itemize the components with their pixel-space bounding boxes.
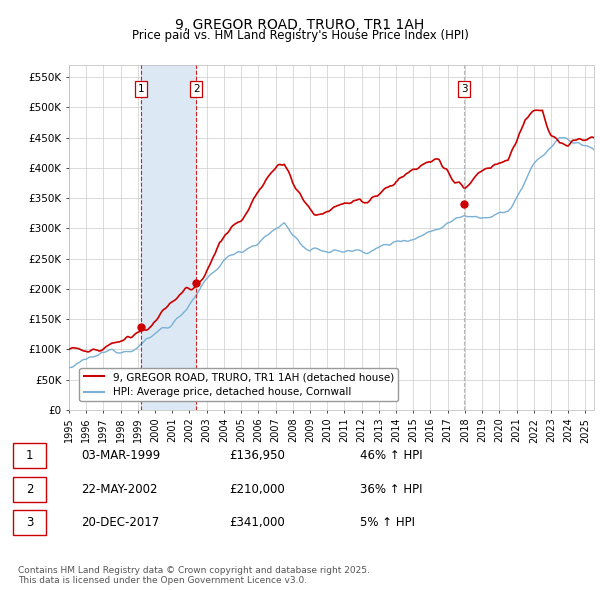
Text: 20-DEC-2017: 20-DEC-2017 [81, 516, 159, 529]
Text: 1: 1 [26, 449, 34, 462]
Bar [141, 65, 196, 410]
Text: 1: 1 [137, 84, 144, 94]
Text: Price paid vs. HM Land Registry's House Price Index (HPI): Price paid vs. HM Land Registry's House … [131, 30, 469, 42]
Text: 3: 3 [26, 516, 34, 529]
Text: 22-MAY-2002: 22-MAY-2002 [81, 483, 157, 496]
Text: 9, GREGOR ROAD, TRURO, TR1 1AH: 9, GREGOR ROAD, TRURO, TR1 1AH [175, 18, 425, 32]
Text: Contains HM Land Registry data © Crown copyright and database right 2025.
This d: Contains HM Land Registry data © Crown c… [18, 566, 370, 585]
Text: 2: 2 [193, 84, 200, 94]
Text: 36% ↑ HPI: 36% ↑ HPI [360, 483, 422, 496]
Text: 2: 2 [26, 483, 34, 496]
Legend: 9, GREGOR ROAD, TRURO, TR1 1AH (detached house), HPI: Average price, detached ho: 9, GREGOR ROAD, TRURO, TR1 1AH (detached… [79, 368, 398, 401]
Text: 03-MAR-1999: 03-MAR-1999 [81, 449, 160, 462]
Text: 3: 3 [461, 84, 467, 94]
Text: 5% ↑ HPI: 5% ↑ HPI [360, 516, 415, 529]
Text: £341,000: £341,000 [229, 516, 285, 529]
Text: £136,950: £136,950 [229, 449, 285, 462]
Text: 46% ↑ HPI: 46% ↑ HPI [360, 449, 422, 462]
Text: £210,000: £210,000 [229, 483, 285, 496]
